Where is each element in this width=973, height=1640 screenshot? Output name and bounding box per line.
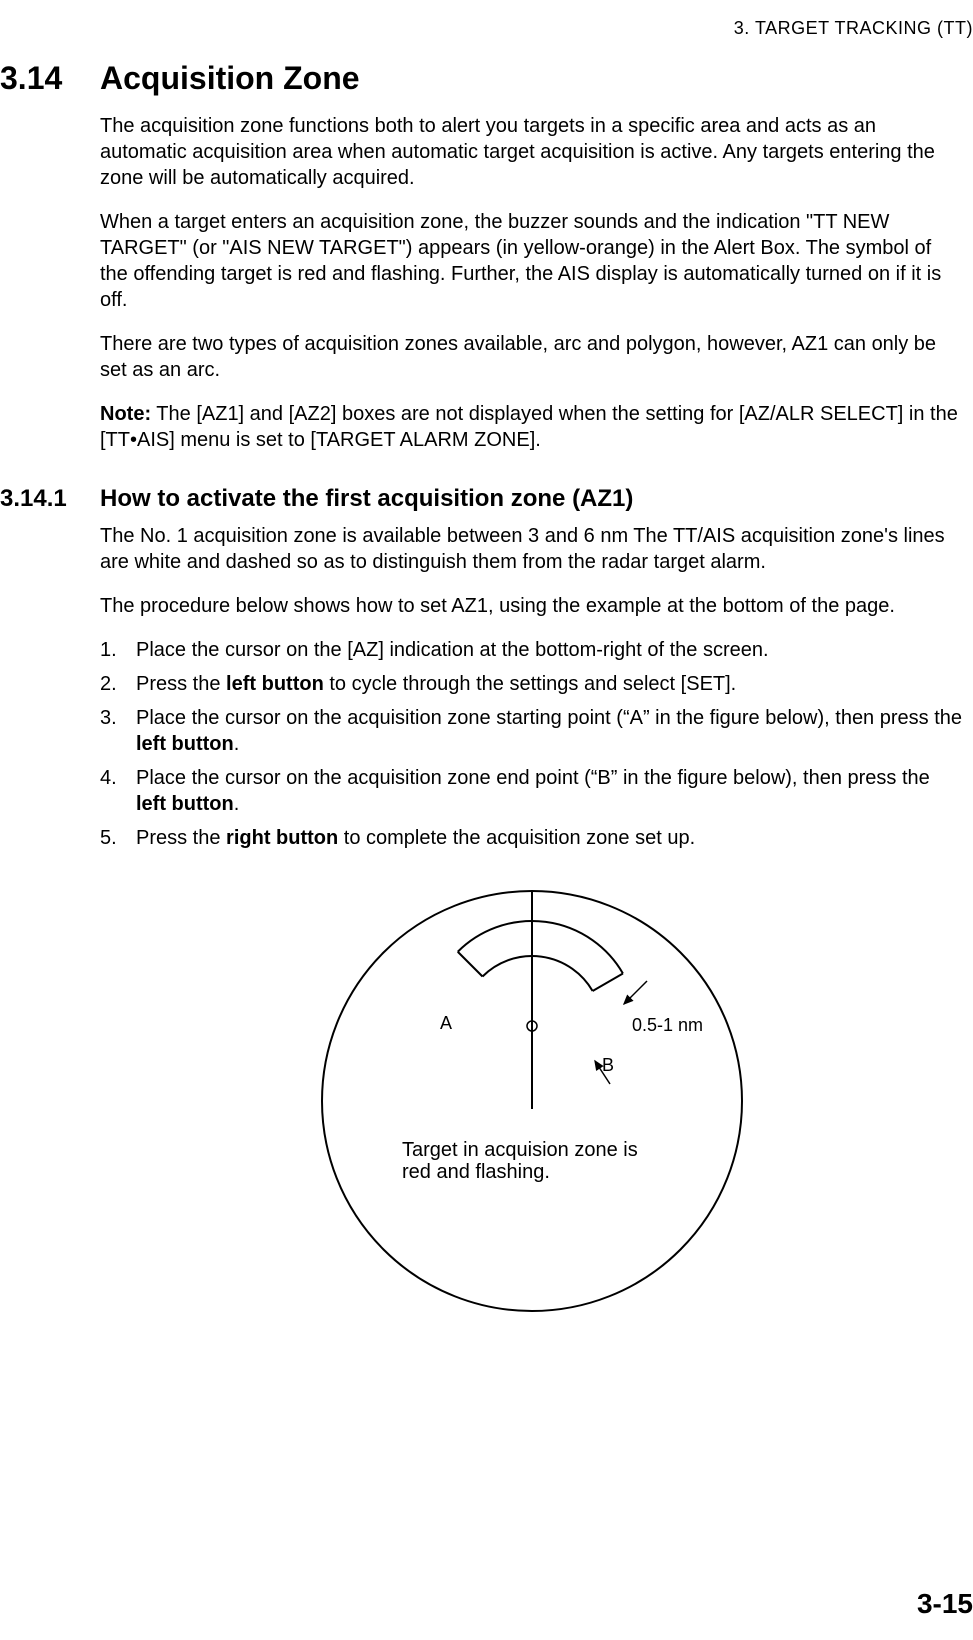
subsection-heading: 3.14.1 How to activate the first acquisi…	[0, 485, 973, 513]
svg-text:A: A	[439, 1013, 451, 1033]
list-item: Place the cursor on the acquisition zone…	[100, 765, 963, 817]
paragraph: The No. 1 acquisition zone is available …	[100, 523, 963, 575]
page-content: 3.14 Acquisition Zone The acquisition zo…	[0, 0, 973, 1321]
subsection-number: 3.14.1	[0, 485, 100, 513]
document-page: 3. TARGET TRACKING (TT) 3.14 Acquisition…	[0, 0, 973, 1640]
step-bold: right button	[226, 827, 338, 849]
step-text: Place the cursor on the acquisition zone…	[136, 707, 962, 729]
note-label: Note:	[100, 403, 151, 425]
paragraph: The acquisition zone functions both to a…	[100, 113, 963, 191]
list-item: Place the cursor on the acquisition zone…	[100, 705, 963, 757]
figure: A B 0.5-1 nm Target in acquision zone isred…	[100, 881, 963, 1321]
list-item: Place the cursor on the [AZ] indication …	[100, 637, 963, 663]
paragraph: There are two types of acquisition zones…	[100, 331, 963, 383]
chapter-header: 3. TARGET TRACKING (TT)	[734, 18, 973, 39]
step-text: Press the	[136, 673, 226, 695]
svg-text:Target in acquision zone is: Target in acquision zone is	[402, 1139, 638, 1161]
acquisition-zone-diagram: A B 0.5-1 nm Target in acquision zone isred…	[312, 881, 752, 1321]
section-heading: 3.14 Acquisition Zone	[0, 60, 973, 97]
subsection-body: The No. 1 acquisition zone is available …	[100, 523, 963, 1321]
section-title: Acquisition Zone	[100, 60, 360, 97]
step-text: .	[234, 733, 240, 755]
note-body: The [AZ1] and [AZ2] boxes are not displa…	[100, 403, 958, 451]
step-list: Place the cursor on the [AZ] indication …	[100, 637, 963, 851]
step-text: to complete the acquisition zone set up.	[338, 827, 695, 849]
section-number: 3.14	[0, 60, 100, 97]
step-text: Press the	[136, 827, 226, 849]
svg-text:B: B	[602, 1055, 614, 1075]
list-item: Press the left button to cycle through t…	[100, 671, 963, 697]
step-text: .	[234, 793, 240, 815]
svg-text:0.5-1 nm: 0.5-1 nm	[632, 1015, 703, 1035]
paragraph: The procedure below shows how to set AZ1…	[100, 593, 963, 619]
step-bold: left button	[136, 733, 234, 755]
step-text: Place the cursor on the acquisition zone…	[136, 767, 930, 789]
step-bold: left button	[136, 793, 234, 815]
paragraph: When a target enters an acquisition zone…	[100, 209, 963, 313]
section-body: The acquisition zone functions both to a…	[100, 113, 963, 453]
page-number: 3-15	[917, 1588, 973, 1620]
list-item: Press the right button to complete the a…	[100, 825, 963, 851]
svg-text:red and flashing.: red and flashing.	[402, 1161, 550, 1183]
step-bold: left button	[226, 673, 324, 695]
note-paragraph: Note: The [AZ1] and [AZ2] boxes are not …	[100, 401, 963, 453]
step-text: to cycle through the settings and select…	[324, 673, 736, 695]
step-text: Place the cursor on the [AZ] indication …	[136, 639, 769, 661]
subsection-title: How to activate the first acquisition zo…	[100, 485, 633, 513]
